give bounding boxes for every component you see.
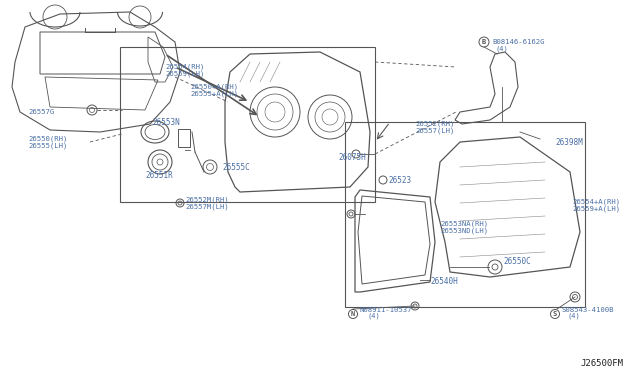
Text: 26398M: 26398M xyxy=(555,138,583,147)
Bar xyxy=(345,122,585,307)
Text: 26553NA(RH): 26553NA(RH) xyxy=(440,221,488,227)
Text: 26540H: 26540H xyxy=(430,278,458,286)
Text: J26500FM: J26500FM xyxy=(580,359,623,369)
Text: 26554+A(RH): 26554+A(RH) xyxy=(572,199,620,205)
Bar xyxy=(178,129,190,147)
Text: (4): (4) xyxy=(368,313,381,319)
Text: 26559(LH): 26559(LH) xyxy=(165,71,204,77)
Text: 26075H: 26075H xyxy=(338,153,365,161)
Text: 26557(LH): 26557(LH) xyxy=(415,128,454,134)
Text: 26553N: 26553N xyxy=(152,118,180,126)
Text: 26551R: 26551R xyxy=(145,170,173,180)
Text: 26552(RH): 26552(RH) xyxy=(415,121,454,127)
Text: N: N xyxy=(351,311,355,317)
Text: B08146-6162G: B08146-6162G xyxy=(492,39,545,45)
Text: 26554(RH): 26554(RH) xyxy=(165,64,204,70)
Text: 26555C: 26555C xyxy=(222,163,250,171)
Text: (4): (4) xyxy=(568,313,580,319)
Text: 26559+A(LH): 26559+A(LH) xyxy=(572,206,620,212)
Text: 26550(RH): 26550(RH) xyxy=(28,136,67,142)
Text: 26557M(LH): 26557M(LH) xyxy=(185,204,228,210)
Text: 26555+A(LH): 26555+A(LH) xyxy=(190,91,238,97)
Text: 26555(LH): 26555(LH) xyxy=(28,143,67,149)
Text: (4): (4) xyxy=(496,46,509,52)
Text: 26550C: 26550C xyxy=(503,257,531,266)
Text: S: S xyxy=(553,311,557,317)
Text: B: B xyxy=(482,39,486,45)
Text: N08911-10537: N08911-10537 xyxy=(360,307,413,313)
Text: 26552M(RH): 26552M(RH) xyxy=(185,197,228,203)
Text: 26557G: 26557G xyxy=(28,109,54,115)
Text: 26553ND(LH): 26553ND(LH) xyxy=(440,228,488,234)
Text: 26523: 26523 xyxy=(388,176,411,185)
Text: 26550+A(RH): 26550+A(RH) xyxy=(190,84,238,90)
Text: S08543-4100B: S08543-4100B xyxy=(562,307,614,313)
Bar xyxy=(120,47,375,202)
